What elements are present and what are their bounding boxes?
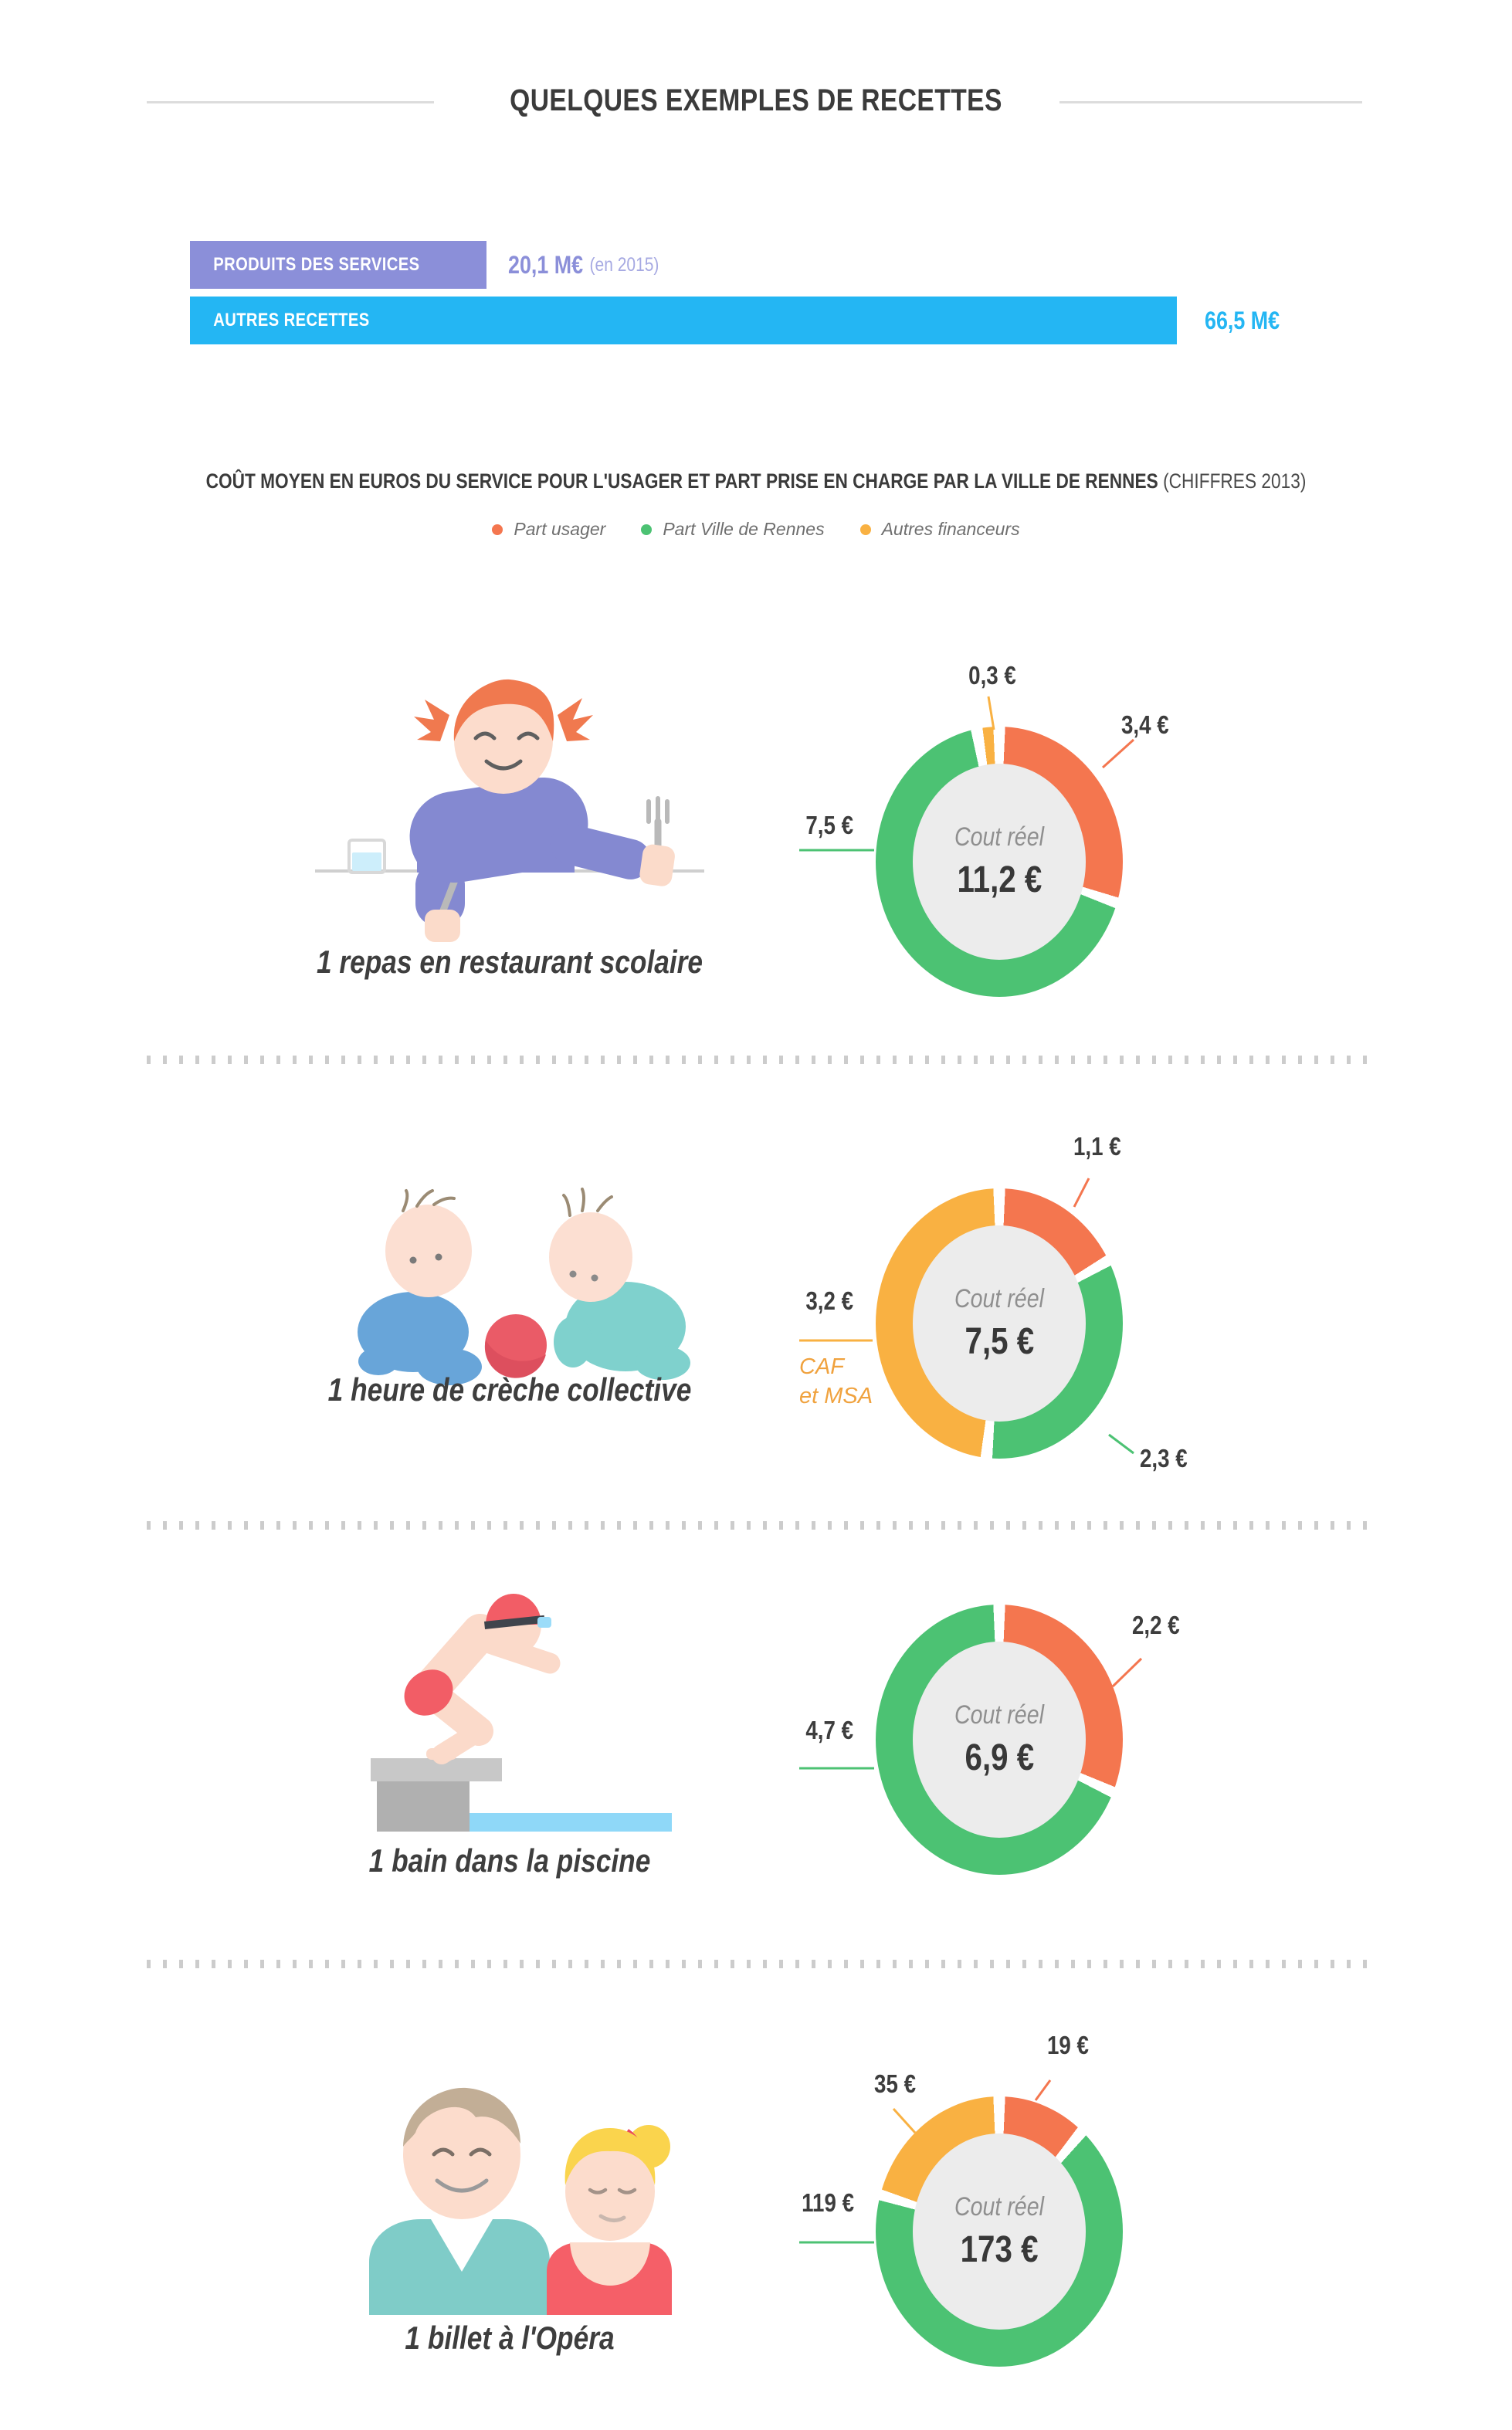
section-heading-light: (CHIFFRES 2013) — [1163, 469, 1307, 493]
center-label: Cout réel — [954, 1700, 1044, 1730]
value-label-ville: 119 € — [802, 2188, 854, 2217]
bar-autres-recettes: AUTRES RECETTES — [190, 297, 1177, 344]
center-value: 6,9 € — [964, 1737, 1034, 1778]
swimmer-diving-illustration — [371, 1594, 672, 1832]
center-value: 7,5 € — [964, 1321, 1034, 1362]
legend-dot-usager-icon — [492, 524, 503, 535]
bar-autres-value-group: 66,5 M€ — [1205, 297, 1280, 344]
value-label-autres: 35 € — [874, 2069, 916, 2098]
legend-item-part-ville: Part Ville de Rennes — [641, 519, 825, 540]
caption-opera: 1 billet à l'Opéra — [405, 2320, 615, 2356]
caption-restaurant-scolaire: 1 repas en restaurant scolaire — [316, 944, 703, 980]
value-label-ville: 4,7 € — [805, 1716, 853, 1744]
donut-center-creche: Cout réel 7,5 € — [913, 1225, 1086, 1422]
opera-couple-illustration — [369, 2087, 672, 2315]
legend-dot-ville-icon — [641, 524, 653, 535]
legend-dot-autres-icon — [859, 524, 871, 535]
babies-playing-illustration — [358, 1188, 690, 1385]
chart-legend: Part usager Part Ville de Rennes Autres … — [0, 519, 1512, 540]
donut-center-opera: Cout réel 173 € — [913, 2133, 1086, 2330]
caption-piscine: 1 bain dans la piscine — [368, 1842, 651, 1879]
center-label: Cout réel — [954, 2192, 1044, 2222]
donut-center-piscine: Cout réel 6,9 € — [913, 1642, 1086, 1838]
value-label-usager: 19 € — [1047, 2031, 1089, 2059]
bar-produits-value: 20,1 M€ — [508, 250, 584, 279]
legend-label-autres: Autres financeurs — [881, 519, 1020, 539]
bar-produits-note: (en 2015) — [589, 253, 659, 276]
bar-autres-value: 66,5 M€ — [1205, 306, 1280, 334]
child-eating-illustration — [315, 679, 704, 942]
section-heading: COÛT MOYEN EN EUROS DU SERVICE POUR L'US… — [121, 469, 1392, 493]
caf-msa-note-line1: CAF — [799, 1354, 844, 1379]
donut-chart-creche: Cout réel 7,5 € — [876, 1188, 1123, 1459]
donut-chart-piscine: Cout réel 6,9 € — [876, 1605, 1123, 1875]
value-label-autres: 0,3 € — [968, 661, 1016, 690]
center-value: 173 € — [960, 2229, 1039, 2270]
center-label: Cout réel — [954, 1284, 1044, 1313]
title-rule-left — [147, 101, 434, 103]
bar-autres-label: AUTRES RECETTES — [213, 310, 370, 330]
value-label-usager: 1,1 € — [1073, 1132, 1121, 1161]
donut-chart-restaurant: Cout réel 11,2 € — [876, 727, 1123, 997]
title-rule-right — [1059, 101, 1362, 103]
section-heading-bold: COÛT MOYEN EN EUROS DU SERVICE POUR L'US… — [205, 469, 1158, 493]
donut-chart-opera: Cout réel 173 € — [876, 2096, 1123, 2367]
value-label-ville: 2,3 € — [1140, 1444, 1188, 1473]
value-label-usager: 3,4 € — [1121, 710, 1169, 739]
dotted-separator — [147, 1521, 1367, 1530]
bar-produits-value-group: 20,1 M€ (en 2015) — [508, 241, 659, 289]
legend-item-autres-financeurs: Autres financeurs — [859, 519, 1020, 540]
value-label-ville: 7,5 € — [805, 811, 853, 839]
dotted-separator — [147, 1056, 1367, 1064]
legend-item-part-usager: Part usager — [492, 519, 605, 540]
value-label-autres: 3,2 € — [805, 1286, 853, 1315]
bar-produits-label: PRODUITS DES SERVICES — [213, 254, 420, 275]
caption-creche: 1 heure de crèche collective — [327, 1371, 692, 1408]
legend-label-usager: Part usager — [514, 519, 606, 539]
page-title: QUELQUES EXEMPLES DE RECETTES — [510, 83, 1002, 117]
bar-produits-des-services: PRODUITS DES SERVICES — [190, 241, 486, 289]
value-label-usager: 2,2 € — [1132, 1611, 1180, 1639]
dotted-separator — [147, 1960, 1367, 1968]
center-value: 11,2 € — [957, 859, 1042, 900]
caf-msa-note-line2: et MSA — [799, 1384, 873, 1408]
leader-line-autres — [987, 696, 995, 730]
donut-center-restaurant: Cout réel 11,2 € — [913, 764, 1086, 960]
center-label: Cout réel — [954, 822, 1044, 852]
legend-label-ville: Part Ville de Rennes — [663, 519, 825, 539]
